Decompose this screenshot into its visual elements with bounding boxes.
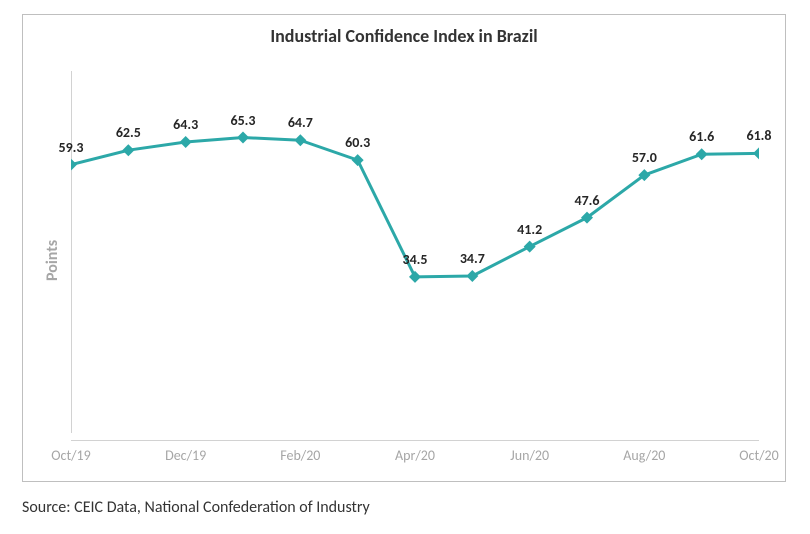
- data-marker: [466, 270, 478, 282]
- data-label: 47.6: [574, 192, 599, 209]
- data-label: 65.3: [230, 112, 255, 129]
- data-marker: [753, 147, 759, 159]
- x-tick-label: Jun/20: [510, 447, 549, 464]
- source-caption: Source: CEIC Data, National Confederatio…: [22, 498, 370, 517]
- x-tick-label: Aug/20: [623, 447, 665, 464]
- chart-frame: Industrial Confidence Index in Brazil Po…: [22, 14, 786, 482]
- x-tick-label: Feb/20: [280, 447, 320, 464]
- x-tick-label: Dec/19: [165, 447, 206, 464]
- data-label: 60.3: [345, 134, 370, 151]
- data-marker: [524, 241, 536, 253]
- data-label: 34.5: [402, 251, 427, 268]
- data-label: 62.5: [116, 124, 141, 141]
- data-label: 34.7: [460, 250, 485, 267]
- data-label: 61.8: [746, 127, 771, 144]
- data-label: 41.2: [517, 221, 542, 238]
- chart-container: Industrial Confidence Index in Brazil Po…: [0, 0, 810, 534]
- data-marker: [352, 154, 364, 166]
- data-marker: [409, 271, 421, 283]
- plot-area: 59.362.564.365.364.760.334.534.741.247.6…: [71, 71, 759, 441]
- data-marker: [180, 136, 192, 148]
- data-label: 61.6: [689, 128, 714, 145]
- data-marker: [696, 148, 708, 160]
- x-tick-label: Oct/20: [739, 447, 778, 464]
- data-marker: [71, 159, 77, 171]
- data-label: 64.3: [173, 116, 198, 133]
- x-tick-label: Apr/20: [395, 447, 435, 464]
- data-marker: [122, 144, 134, 156]
- data-label: 64.7: [288, 114, 313, 131]
- data-label: 57.0: [632, 149, 657, 166]
- y-axis-label: Points: [43, 240, 62, 281]
- x-tick-label: Oct/19: [51, 447, 90, 464]
- data-marker: [237, 132, 249, 144]
- data-marker: [294, 134, 306, 146]
- chart-title: Industrial Confidence Index in Brazil: [23, 25, 785, 47]
- data-label: 59.3: [58, 139, 83, 156]
